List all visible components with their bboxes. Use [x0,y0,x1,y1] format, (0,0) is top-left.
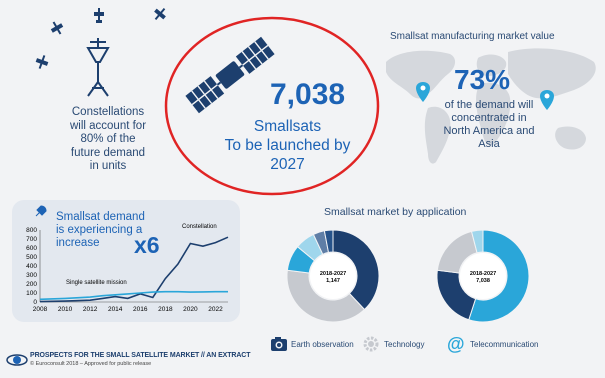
y-tick-label: 300 [26,272,37,279]
donut-hole [310,253,356,299]
application-title: Smallsat market by application [324,206,467,218]
x-tick-label: 2008 [33,306,48,313]
legend-technology: Technology [384,340,425,349]
donut-center-label: 7,038 [476,278,490,284]
donut-slice [323,229,334,254]
constellations-text: Constellations will account for 80% of t… [58,106,158,174]
headline-line: 2027 [270,156,305,173]
map-line: Asia [478,138,500,150]
x-tick-label: 2012 [83,306,98,313]
donut-center-label: 1,147 [326,278,340,284]
donut-center-label: 2018-2027 [320,271,346,277]
world-map [386,48,596,164]
map-text: of the demand will concentrated in North… [422,99,556,151]
location-pin-icon [540,90,554,110]
constellation-illustration [35,7,166,97]
y-tick-label: 500 [26,254,37,261]
legend-telecommunication: Telecommunication [470,340,539,349]
x-tick-label: 2016 [133,306,148,313]
small-satellite-icon [94,8,104,23]
y-tick-label: 0 [33,299,37,306]
x-tick-label: 2022 [208,306,223,313]
camera-icon [271,337,287,351]
demand-percent: 73% [454,64,511,95]
demand-line-chart: 0 100 200 300 400 500 600 700 800 2008 2010 2012 20… [26,224,229,313]
map-line: concentrated in [451,112,527,124]
constellations-line: future demand [70,146,146,159]
y-tick-label: 600 [26,245,37,252]
gear-icon [363,336,379,352]
x-tick-label: 2010 [58,306,73,313]
series-label-single: Single satellite mission [66,280,127,286]
map-line: North America and [443,125,535,137]
constellations-line: will account for [69,119,147,132]
constellations-line: Constellations [71,106,145,118]
demand-title: Smallsat demand is experiencing a increa… [56,211,145,250]
footer-title: PROSPECTS FOR THE SMALL SATELLITE MARKET… [30,352,251,359]
y-tick-label: 700 [26,236,37,243]
smallsat-count: 7,038 [270,78,346,111]
legend-earth-observation: Earth observation [291,340,354,349]
donut-slice [470,229,484,254]
x-tick-label: 2014 [108,306,123,313]
large-satellite-icon [185,36,275,114]
constellations-line: 80% of the [80,133,136,145]
demand-title-line: is experiencing a [56,224,143,236]
footer-subtitle: © Euroconsult 2018 – Approved for public… [30,361,152,367]
x-tick-label: 2018 [158,306,173,313]
donut-slice [468,229,530,323]
donut-hole [460,253,506,299]
rocket-icon [35,205,47,217]
donut-slice [286,269,366,323]
series-label-constellation: Constellation [182,224,217,230]
headline-text: Smallsats To be launched by 2027 [200,117,375,174]
demand-multiplier: x6 [134,232,160,258]
map-section-title: Smallsat manufacturing market value [390,31,555,42]
constellations-line: in units [89,160,127,172]
series-line-single-satellite-mission [39,290,228,301]
headline-line: To be launched by [224,137,351,154]
demand-title-line: increase [56,237,100,249]
x-tick-label: 2020 [183,306,198,313]
y-tick-label: 200 [26,281,37,288]
svg-text:@: @ [447,334,465,354]
headline-line: Smallsats [253,118,322,135]
at-sign-icon: @ [447,334,465,354]
y-tick-label: 100 [26,290,37,297]
y-tick-label: 800 [26,227,37,234]
donut-center-label: 2018-2027 [470,271,496,277]
demand-title-line: Smallsat demand [56,211,145,223]
y-tick-label: 400 [26,263,37,270]
map-line: of the demand will [444,99,534,111]
highlight-circle [164,16,380,196]
euroconsult-logo [6,354,28,366]
donut-slice [332,229,380,311]
location-pin-icon [416,82,430,102]
antenna-icon [86,38,110,97]
series-line-constellation [39,236,229,303]
